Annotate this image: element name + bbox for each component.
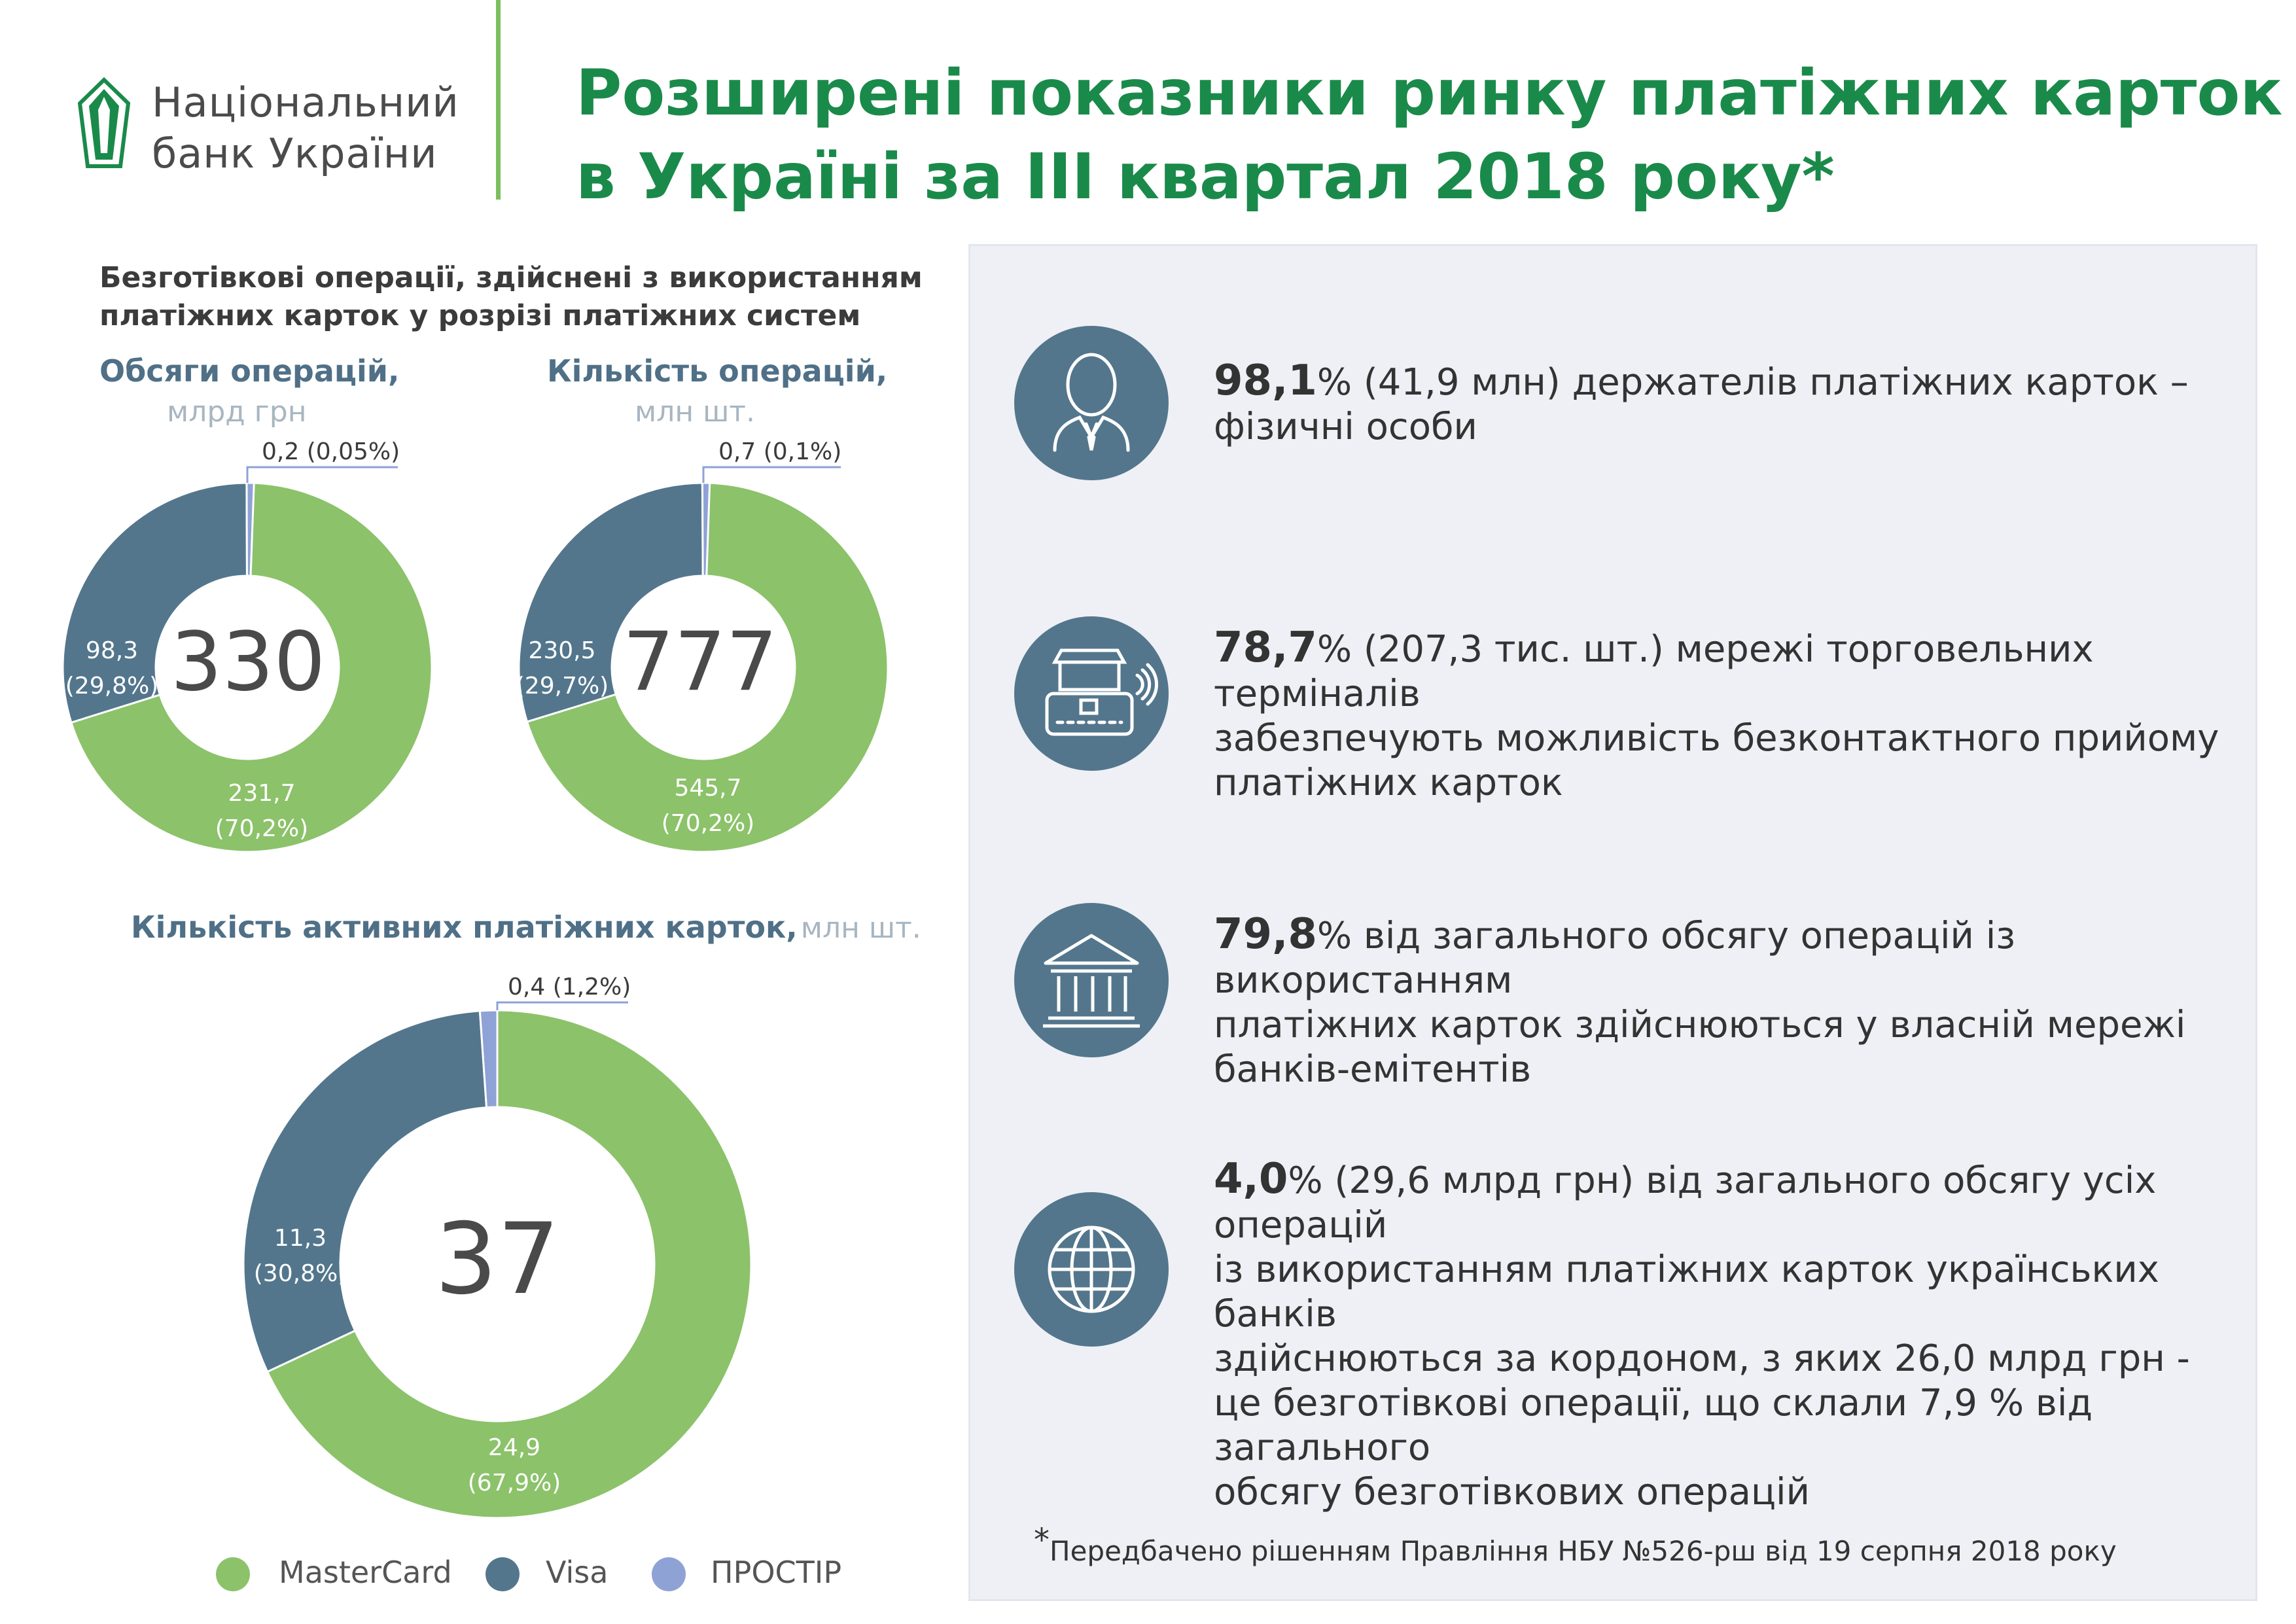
stat-3-text-2: платіжних карток здійснюються у власній … xyxy=(1214,1004,2186,1046)
bank-icon xyxy=(1014,903,1169,1057)
chart2-slice-mastercard xyxy=(525,482,889,853)
logo-line-1: Національний xyxy=(152,79,459,126)
stat-1-text-1: (41,9 млн) держателів платіжних карток – xyxy=(1352,361,2189,404)
stat-2-text-2: забезпечують можливість безконтактного п… xyxy=(1214,717,2219,760)
chart2-visa-label: 230,5 (29,7%) xyxy=(513,633,611,704)
chart2-unit: млн шт. xyxy=(635,395,755,429)
stat-4-text-5: обсягу безготівкових операцій xyxy=(1214,1471,1810,1513)
chart2-slice-visa xyxy=(518,482,704,723)
stat-2: 78,7% (207,3 тис. шт.) мережі торговельн… xyxy=(1214,626,2248,805)
chart3-header: Кількість активних платіжних карток, млн… xyxy=(131,909,921,945)
logo-line-2: банк України xyxy=(152,130,438,177)
chart2-total: 777 xyxy=(622,615,778,709)
stat-4-text-1: (29,6 млрд грн) від загального обсягу ус… xyxy=(1214,1159,2157,1246)
footnote-mark: * xyxy=(1034,1522,1050,1559)
page-title: Розширені показники ринку платіжних карт… xyxy=(576,51,2283,219)
logo-name: Національний банк України xyxy=(152,77,459,179)
page-title-line-1: Розширені показники ринку платіжних карт… xyxy=(576,56,2283,130)
stat-4: 4,0% (29,6 млрд грн) від загального обся… xyxy=(1214,1157,2254,1515)
stat-4-text-3: здійснюються за кордоном, з яких 26,0 мл… xyxy=(1214,1337,2190,1380)
chart1-mastercard-percent: (70,2%) xyxy=(215,815,309,842)
chart2-title: Кількість операцій, xyxy=(547,353,888,389)
chart3-total: 37 xyxy=(434,1203,560,1316)
chart1-slice-простір xyxy=(245,482,255,577)
chart1-unit: млрд грн xyxy=(167,395,307,429)
chart3-visa-value: 11,3 xyxy=(274,1225,327,1252)
nbu-logo-icon xyxy=(77,77,131,169)
section-title-line-1: Безготівкові операції, здійснені з викор… xyxy=(99,261,923,294)
legend-prostir-label: ПРОСТІР xyxy=(711,1555,842,1590)
legend-visa-label: Visa xyxy=(546,1555,609,1590)
stat-4-line-1: 4,0% (29,6 млрд грн) від загального обся… xyxy=(1214,1157,2254,1248)
chart2-visa-percent: (29,7%) xyxy=(515,673,609,699)
chart3-slice-простір xyxy=(478,1009,499,1109)
chart3-mastercard-label: 24,9 (67,9%) xyxy=(449,1430,580,1501)
terminal-icon xyxy=(1014,616,1169,771)
stat-3-text-3: банків-емітентів xyxy=(1214,1048,1532,1091)
section-title-line-2: платіжних карток у розрізі платіжних сис… xyxy=(99,299,861,332)
stat-2-value: 78,7 xyxy=(1214,624,1317,672)
stat-3: 79,8% від загального обсягу операцій із … xyxy=(1214,912,2248,1092)
chart2-mastercard-percent: (70,2%) xyxy=(661,810,755,837)
chart1-title: Обсяги операцій, xyxy=(99,353,400,389)
chart3-mastercard-value: 24,9 xyxy=(487,1434,541,1461)
stat-4-text-2: із використанням платіжних карток україн… xyxy=(1214,1248,2159,1335)
stats-panel xyxy=(968,244,2257,1601)
stat-1-text-2: фізичні особи xyxy=(1214,406,1477,448)
legend-mastercard-swatch xyxy=(216,1557,250,1591)
person-icon xyxy=(1014,326,1169,480)
legend: MasterCard Visa ПРОСТІР xyxy=(216,1552,870,1598)
stat-4-percent-sign: % xyxy=(1288,1159,1323,1202)
globe-icon xyxy=(1014,1192,1169,1347)
chart1-prostir-label: 0,2 (0,05%) xyxy=(262,438,400,465)
chart2-mastercard-value: 545,7 xyxy=(674,775,742,802)
footnote: *Передбачено рішенням Правління НБУ №526… xyxy=(1034,1522,2117,1567)
stat-4-text-4: це безготівкові операції, що склали 7,9 … xyxy=(1214,1382,2093,1469)
page-title-line-2: в Україні за ІІІ квартал 2018 року* xyxy=(576,140,1835,213)
footnote-text: Передбачено рішенням Правління НБУ №526-… xyxy=(1050,1535,2117,1567)
chart3-prostir-label: 0,4 (1,2%) xyxy=(508,974,631,1000)
chart2-prostir-label: 0,7 (0,1%) xyxy=(718,438,842,465)
stat-3-text-1: від загального обсягу операцій із викори… xyxy=(1214,915,2016,1002)
chart2-prostir-leader-line xyxy=(702,466,841,483)
stat-2-text-1: (207,3 тис. шт.) мережі торговельних тер… xyxy=(1214,628,2094,715)
chart3-unit: млн шт. xyxy=(800,911,921,945)
chart3-slice-visa xyxy=(242,1010,488,1373)
chart3-visa-percent: (30,8%) xyxy=(253,1260,347,1287)
stat-3-percent-sign: % xyxy=(1316,915,1352,957)
chart3-prostir-leader-line xyxy=(496,1001,628,1010)
stat-2-text-3: платіжних карток xyxy=(1214,762,1563,804)
legend-prostir-swatch xyxy=(652,1557,686,1591)
stat-3-line-1: 79,8% від загального обсягу операцій із … xyxy=(1214,912,2248,1003)
stat-1-value: 98,1 xyxy=(1214,357,1317,405)
chart3-mastercard-percent: (67,9%) xyxy=(467,1470,561,1496)
chart2-mastercard-label: 545,7 (70,2%) xyxy=(643,771,773,841)
chart1-visa-label: 98,3 (29,8%) xyxy=(63,633,161,704)
section-title: Безготівкові операції, здійснені з викор… xyxy=(99,259,923,335)
chart2-slice-простір xyxy=(701,482,711,577)
chart1-mastercard-value: 231,7 xyxy=(228,780,296,807)
chart1-visa-value: 98,3 xyxy=(85,637,139,664)
chart3-slice-mastercard xyxy=(266,1009,752,1519)
chart2-visa-value: 230,5 xyxy=(528,637,596,664)
chart1-total: 330 xyxy=(170,615,326,709)
stat-1: 98,1% (41,9 млн) держателів платіжних ка… xyxy=(1214,359,2234,450)
chart1-prostir-leader-line xyxy=(246,466,398,483)
stat-4-value: 4,0 xyxy=(1214,1155,1288,1203)
chart3-title: Кількість активних платіжних карток, xyxy=(131,909,798,945)
stat-2-line-1: 78,7% (207,3 тис. шт.) мережі торговельн… xyxy=(1214,626,2248,716)
chart1-slice-mastercard xyxy=(70,482,433,853)
chart3-visa-label: 11,3 (30,8%) xyxy=(251,1221,349,1292)
chart1-slice-visa xyxy=(62,482,248,724)
header-divider xyxy=(496,0,501,200)
legend-visa-swatch xyxy=(486,1557,520,1591)
chart1-visa-percent: (29,8%) xyxy=(65,673,159,699)
chart1-mastercard-label: 231,7 (70,2%) xyxy=(196,776,327,847)
legend-mastercard-label: MasterCard xyxy=(279,1555,452,1590)
stat-1-line-1: 98,1% (41,9 млн) держателів платіжних ка… xyxy=(1214,359,2234,405)
stat-3-value: 79,8 xyxy=(1214,910,1317,959)
stat-2-percent-sign: % xyxy=(1316,628,1352,671)
stat-1-percent-sign: % xyxy=(1316,361,1352,404)
